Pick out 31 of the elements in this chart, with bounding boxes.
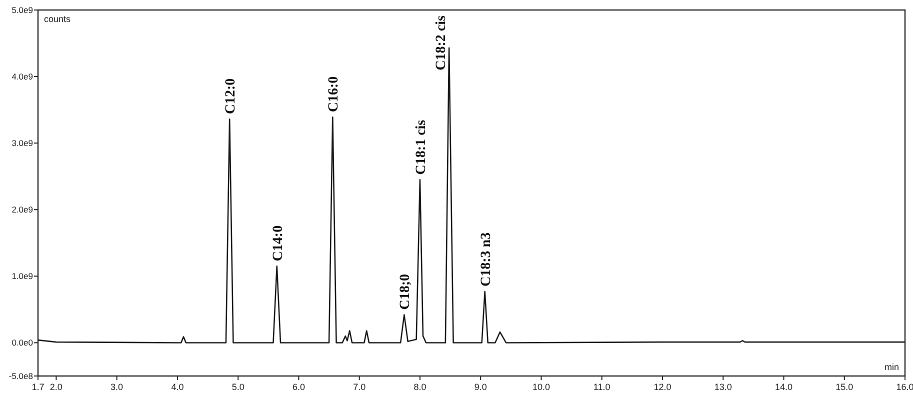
annotation: C18:3 n3 bbox=[478, 232, 494, 286]
x-tick-label: 1.7 bbox=[32, 382, 44, 392]
x-tick-label: 6.0 bbox=[292, 382, 305, 392]
x-tick-label: 10.0 bbox=[532, 382, 550, 392]
x-tick-label: 8.0 bbox=[414, 382, 426, 392]
x-tick-label: 9.0 bbox=[474, 382, 487, 392]
x-tick-label: 3.0 bbox=[110, 382, 124, 392]
annotation: C14:0 bbox=[270, 225, 286, 262]
annotation: C16:0 bbox=[326, 76, 342, 112]
x-tick-label: 13.0 bbox=[714, 382, 732, 392]
x-tick-label: 11.0 bbox=[593, 382, 610, 392]
x-tick-label: 2.0 bbox=[50, 382, 62, 392]
x-tick-label: 4.0 bbox=[171, 382, 184, 392]
y-axis-title: counts bbox=[44, 14, 72, 24]
x-tick-label: 14.0 bbox=[774, 382, 793, 392]
x-tick-label: 5.0 bbox=[232, 382, 244, 392]
y-tick-label: 1.0e9 bbox=[12, 271, 34, 282]
y-tick-label: 5.0e9 bbox=[12, 5, 34, 15]
annotation: C18:2 cis bbox=[434, 15, 450, 70]
y-tick-label: 4.0e9 bbox=[12, 72, 34, 82]
annotation: C12:0 bbox=[224, 78, 239, 114]
x-axis-title: min bbox=[884, 362, 899, 372]
x-tick-label: 15.0 bbox=[836, 382, 854, 392]
x-tick-label: 7.0 bbox=[353, 382, 366, 392]
y-tick-label: 2.0e9 bbox=[12, 204, 34, 215]
annotation: C18:1 cis bbox=[414, 119, 429, 175]
y-tick-label: -5.0e8 bbox=[8, 371, 34, 381]
annotation: C18;0 bbox=[398, 274, 414, 310]
y-tick-label: 3.0e9 bbox=[12, 138, 34, 148]
y-tick-label: 0.0e0 bbox=[12, 338, 34, 348]
x-tick-label: 12.0 bbox=[654, 382, 672, 392]
